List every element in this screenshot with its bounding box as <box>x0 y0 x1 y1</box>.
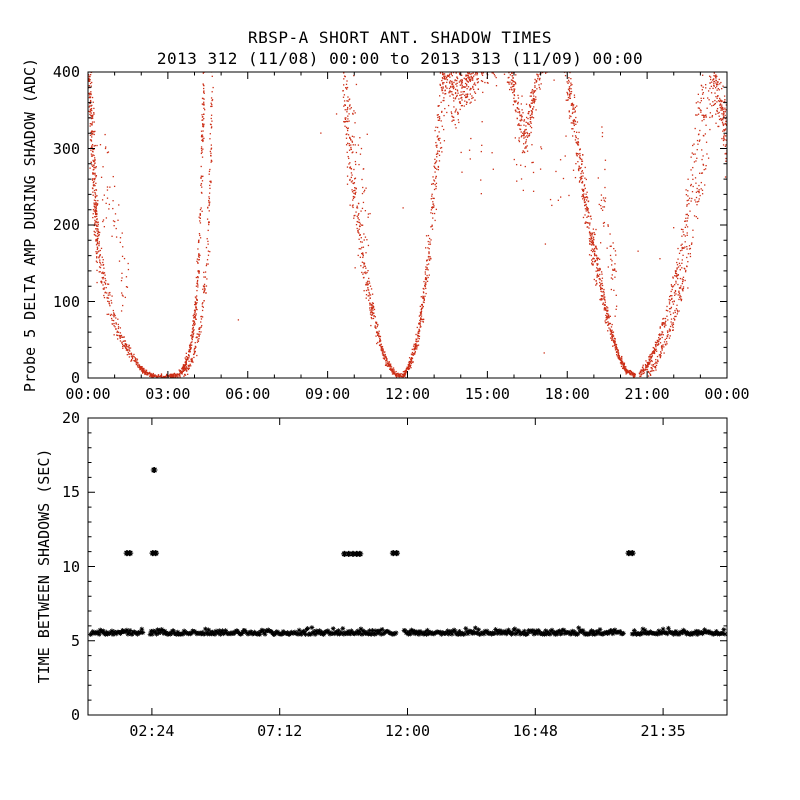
chart-canvas <box>0 0 800 800</box>
plot-page: RBSP-A SHORT ANT. SHADOW TIMES 2013 312 … <box>0 0 800 800</box>
